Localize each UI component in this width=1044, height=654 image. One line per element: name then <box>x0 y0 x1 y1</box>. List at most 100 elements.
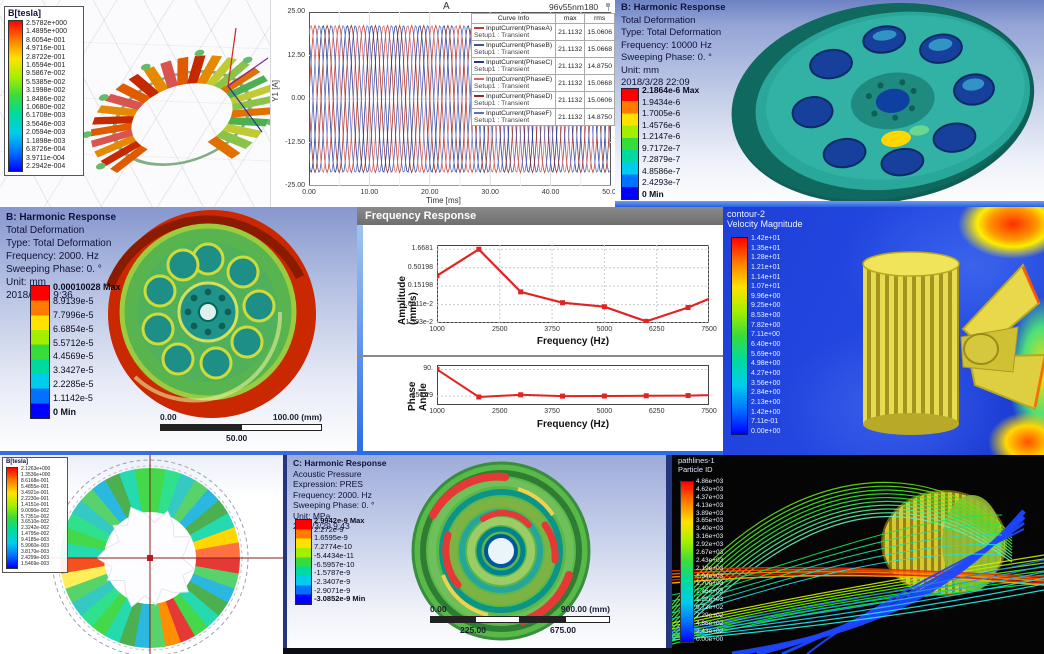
tick-label: 3750 <box>544 326 560 333</box>
legend-value: 3.16e+03 <box>696 533 724 541</box>
legend-value: 1.3536e+000 <box>21 471 51 478</box>
legend-value: 9.96e+00 <box>751 292 781 300</box>
ruler-segment <box>430 616 475 623</box>
legend-value: 2.43e+03 <box>696 556 724 564</box>
legend-value: 6.6854e-5 <box>53 323 94 334</box>
info-line: C: Harmonic Response <box>293 458 387 468</box>
legend-value: 9.4185e-003 <box>21 537 50 544</box>
legend-value: 7.2774e-10 <box>314 542 352 552</box>
ruler-q3: 675.00 <box>550 625 576 635</box>
legend-colorbar <box>6 467 18 569</box>
legend-value: 6.8726e-004 <box>26 146 66 154</box>
legend-value: 1.1142e-5 <box>53 393 93 403</box>
panel-maxwell-rotor: B[tesla] 2.1263e+000 1.3536e+000 8.6168e-0… <box>0 455 283 654</box>
table-header: rms <box>584 13 615 24</box>
legend-value: 4.27e+00 <box>751 369 781 377</box>
legend-value: 6.1708e-003 <box>26 112 66 120</box>
legend-value: 3.1998e-002 <box>26 87 66 95</box>
window-titlebar[interactable]: Frequency Response <box>357 207 723 225</box>
legend-value: 9.72e+02 <box>696 604 724 611</box>
scale-ruler: 0.00 900.00 (mm) 225.00 675.00 <box>430 604 610 640</box>
tick-label: 30.00 <box>481 189 499 196</box>
info-line: Type: Total Deformation <box>621 27 722 38</box>
legend-value: 1.5469e-003 <box>21 561 50 567</box>
legend-value: 1.70e+03 <box>696 580 724 588</box>
legend-value: 1.0680e-002 <box>26 104 66 112</box>
legend-value: 1.9434e-6 <box>642 96 681 107</box>
legend-value: 2.2285e-5 <box>53 379 94 390</box>
legend-value: 7.11e+00 <box>751 331 780 339</box>
info-line: Unit: mm <box>6 277 46 288</box>
legend-value: 1.21e+01 <box>751 263 781 271</box>
window-title[interactable]: 96v55nm180 <box>549 2 599 12</box>
legend-values: 2.5782e+000 1.4895e+000 8.6054e-001 4.9716e… <box>26 20 67 170</box>
tick-label: 4.6011e-2 <box>401 300 433 308</box>
legend-value: 2.43e+02 <box>696 627 724 635</box>
legend-value: 2.84e+00 <box>751 389 781 397</box>
table-header: max <box>554 13 586 24</box>
legend-value: 4.9716e-001 <box>26 45 66 53</box>
legend-value: 1.35e+01 <box>751 244 781 252</box>
ruler-segment <box>565 616 610 623</box>
table-row: InputCurrent(PhaseC) Setup1 : Transient 21… <box>471 57 615 75</box>
legend-value: 2.2942e-004 <box>26 162 66 170</box>
legend-value: 4.98e+00 <box>751 360 781 368</box>
table-row: InputCurrent(PhaseD) Setup1 : Transient 21… <box>471 91 615 109</box>
legend-value: 5.7351e-002 <box>21 513 50 520</box>
legend-value: 5.4855e-001 <box>21 483 50 490</box>
rotor-field-view <box>48 455 283 654</box>
legend-value: 1.6595e-9 <box>314 533 348 543</box>
flywheel-3d-view <box>731 2 1035 201</box>
tick-label: 0.15198 <box>407 282 433 290</box>
tick-label: -12.50 <box>285 138 305 146</box>
impeller-view <box>862 251 1044 435</box>
panel-acoustic-pressure: C: Harmonic Response Acoustic Pressure Exp… <box>283 455 672 654</box>
info-line: Total Deformation <box>6 225 85 236</box>
legend-value: 5.9960e-003 <box>21 543 50 550</box>
legend-title: B[tesla] <box>6 459 29 465</box>
window-edge <box>357 451 723 455</box>
legend-value: 2.19e+03 <box>696 564 724 572</box>
legend-value: 2.2230e-001 <box>21 495 50 502</box>
pathlines-quantity: Particle ID <box>678 464 713 474</box>
tick-label: 1.6681 <box>411 245 433 253</box>
legend-value: 9.7172e-7 <box>642 142 681 153</box>
streamlines-view <box>672 481 1044 654</box>
legend-value: 1.4895e+000 <box>26 28 68 36</box>
panel-harmonic-10000: B: Harmonic Response Total Deformation Typ… <box>615 0 1044 207</box>
stator-field-view <box>82 27 270 173</box>
legend-value: 2.5782e+000 <box>26 20 68 27</box>
frequency-axis-label: Frequency (Hz) <box>536 419 610 430</box>
legend-value: 4.62e+03 <box>696 485 724 493</box>
tick-label: 1.393e-2 <box>405 319 433 326</box>
legend-value: 7.7996e-5 <box>53 309 94 320</box>
panel-cfd-contour: contour-2 Velocity Magnitude 1.42e+01 1.3… <box>723 207 1044 455</box>
legend-value: 2.4299e-003 <box>21 555 50 562</box>
legend-value: 1.28e+01 <box>751 254 781 262</box>
legend-value: 3.3427e-5 <box>53 365 94 376</box>
legend-value: 4.4569e-5 <box>53 351 94 362</box>
legend-value: 1.42e+00 <box>751 408 781 416</box>
legend-value: 2.0594e-003 <box>26 129 66 137</box>
info-line: B: Harmonic Response <box>6 212 117 223</box>
pin-icon[interactable] <box>604 3 612 11</box>
info-line: 2018/3/29 9:43 <box>293 521 350 531</box>
legend-values: 4.86e+03 4.62e+03 4.37e+03 4.13e+03 3.89e+03… <box>696 478 724 643</box>
legend-value: 2.3242e-002 <box>21 525 50 532</box>
ruler-segment <box>160 424 241 431</box>
table-row: InputCurrent(PhaseB) Setup1 : Transient 21… <box>471 40 615 58</box>
panel-frequency-response: Frequency Response Amplitude (mm/s) Freq… <box>357 207 723 455</box>
legend-colorbar <box>680 481 694 643</box>
legend-value: 3.89e+03 <box>696 509 724 517</box>
legend-value: 1.42e+01 <box>751 235 781 242</box>
x-axis-label: Time [ms] <box>426 196 461 205</box>
table-row: InputCurrent(PhaseE) Setup1 : Transient 21… <box>471 74 615 92</box>
legend-value: 7.29e+02 <box>696 611 724 619</box>
info-line: Unit: mm <box>621 64 659 76</box>
tick-label: 5000 <box>596 408 613 415</box>
ruler-segment <box>475 616 520 623</box>
legend-value: 8.53e+00 <box>751 312 781 320</box>
legend-value: 0.00010028 Max <box>53 282 121 292</box>
legend-value: 4.13e+03 <box>696 501 724 509</box>
legend-value: 1.4576e-6 <box>642 119 681 130</box>
